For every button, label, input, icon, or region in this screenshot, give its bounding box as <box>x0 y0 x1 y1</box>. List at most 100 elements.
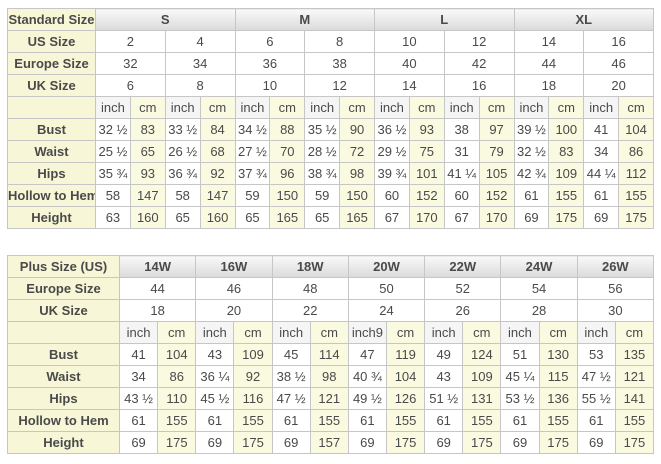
unit-header: inch <box>195 321 235 344</box>
unit-header: cm <box>199 96 236 119</box>
measurement-cell: 124 <box>462 343 502 366</box>
size-group-header: L <box>374 8 515 31</box>
unit-header: cm <box>157 321 197 344</box>
measurement-cell: 90 <box>339 118 375 141</box>
unit-header-row: inch cm inch cm inch cm inch cm inch cm inch cm inch… <box>7 96 654 119</box>
measurement-cell: 69 <box>513 206 550 229</box>
measurement-cell: 63 <box>95 206 131 229</box>
measurement-cell: 165 <box>269 206 306 229</box>
unit-header: cm <box>269 96 306 119</box>
plus-size-table-body: Plus Size (US) 14W 16W 18W 20W 22W 24W 26W Europ… <box>7 255 655 454</box>
measurement-cell: 175 <box>157 431 197 454</box>
row-label: US Size <box>7 30 96 53</box>
measurement-cell: 175 <box>538 431 578 454</box>
measurement-cell: 98 <box>339 162 375 185</box>
group-header-row: Standard Size S M L XL <box>7 8 654 31</box>
measurement-cell: 61 <box>347 409 387 432</box>
measurement-row: Hollow to Hem 58 147 58 147 59 150 59 150 60 152 60… <box>7 184 654 207</box>
measurement-cell: 155 <box>538 409 578 432</box>
measurement-cell: 51 <box>500 343 540 366</box>
measurement-cell: 96 <box>269 162 306 185</box>
standard-size-table-body: Standard Size S M L XL US Size 2 4 6 8 10 12 14 16 Eur… <box>7 8 654 229</box>
measurement-cell: 152 <box>408 184 445 207</box>
measurement-cell: 36 ¼ <box>195 365 235 388</box>
measurement-cell: 44 ¼ <box>583 162 620 185</box>
size-value-cell: 54 <box>500 277 578 300</box>
measurement-cell: 37 ¾ <box>234 162 271 185</box>
measurement-cell: 141 <box>614 387 655 410</box>
size-value-cell: 46 <box>583 52 654 75</box>
measurement-cell: 65 <box>129 140 166 163</box>
measurement-cell: 43 ½ <box>118 387 159 410</box>
measurement-row: Height 63 160 65 160 65 165 65 165 67 170 67 170 69 17… <box>7 206 654 229</box>
measurement-cell: 155 <box>462 409 502 432</box>
measurement-cell: 61 <box>195 409 235 432</box>
size-value-cell: 42 <box>443 52 515 75</box>
unit-header: inch <box>374 96 410 119</box>
unit-header: inch <box>118 321 159 344</box>
measurement-cell: 109 <box>233 343 273 366</box>
row-label: Waist <box>7 140 96 163</box>
measurement-cell: 155 <box>385 409 426 432</box>
measurement-cell: 36 ¾ <box>164 162 201 185</box>
measurement-cell: 69 <box>347 431 387 454</box>
row-label: Height <box>7 431 120 454</box>
measurement-cell: 119 <box>385 343 426 366</box>
measurement-cell: 131 <box>462 387 502 410</box>
measurement-cell: 160 <box>199 206 236 229</box>
measurement-cell: 86 <box>618 140 654 163</box>
measurement-cell: 93 <box>129 162 166 185</box>
size-value-cell: 20 <box>195 299 273 322</box>
measurement-cell: 61 <box>576 409 616 432</box>
measurement-cell: 29 ½ <box>374 140 410 163</box>
unit-row-spacer <box>7 321 120 344</box>
table-corner-label: Plus Size (US) <box>7 255 120 278</box>
measurement-cell: 130 <box>538 343 578 366</box>
measurement-cell: 39 ¾ <box>374 162 410 185</box>
measurement-cell: 109 <box>462 365 502 388</box>
unit-header: inch <box>424 321 464 344</box>
measurement-cell: 69 <box>500 431 540 454</box>
measurement-cell: 83 <box>548 140 585 163</box>
measurement-cell: 34 <box>118 365 159 388</box>
measurement-cell: 68 <box>199 140 236 163</box>
table-corner-label: Standard Size <box>7 8 96 31</box>
measurement-cell: 79 <box>478 140 515 163</box>
unit-header: inch <box>583 96 620 119</box>
measurement-cell: 83 <box>129 118 166 141</box>
measurement-cell: 155 <box>614 409 655 432</box>
measurement-cell: 27 ½ <box>234 140 271 163</box>
measurement-row: Hollow to Hem 61 155 61 155 61 155 61 155 61 155 61… <box>7 409 655 432</box>
measurement-cell: 155 <box>233 409 273 432</box>
unit-header: cm <box>233 321 273 344</box>
measurement-cell: 35 ¾ <box>95 162 131 185</box>
size-value-cell: 12 <box>304 74 375 97</box>
size-value-cell: 40 <box>374 52 445 75</box>
measurement-cell: 97 <box>478 118 515 141</box>
measurement-cell: 36 ½ <box>374 118 410 141</box>
measurement-cell: 72 <box>339 140 375 163</box>
measurement-row: Hips 43 ½ 110 45 ½ 116 47 ½ 121 49 ½ 126 51 ½ 131 5… <box>7 387 655 410</box>
measurement-cell: 69 <box>424 431 464 454</box>
measurement-cell: 65 <box>164 206 201 229</box>
size-value-cell: 32 <box>95 52 166 75</box>
size-group-header: S <box>95 8 236 31</box>
measurement-cell: 175 <box>462 431 502 454</box>
row-label: Waist <box>7 365 120 388</box>
size-group-header: 22W <box>424 255 502 278</box>
measurement-cell: 58 <box>164 184 201 207</box>
measurement-cell: 136 <box>538 387 578 410</box>
size-conversion-row: US Size 2 4 6 8 10 12 14 16 <box>7 30 654 53</box>
unit-header: cm <box>129 96 166 119</box>
measurement-cell: 114 <box>309 343 349 366</box>
measurement-cell: 59 <box>234 184 271 207</box>
measurement-cell: 65 <box>304 206 341 229</box>
unit-header: inch <box>443 96 480 119</box>
measurement-cell: 155 <box>157 409 197 432</box>
size-group-header: 24W <box>500 255 578 278</box>
measurement-cell: 170 <box>408 206 445 229</box>
measurement-cell: 49 <box>424 343 464 366</box>
plus-size-table: Plus Size (US) 14W 16W 18W 20W 22W 24W 26W Europ… <box>7 255 655 454</box>
measurement-cell: 25 ½ <box>95 140 131 163</box>
